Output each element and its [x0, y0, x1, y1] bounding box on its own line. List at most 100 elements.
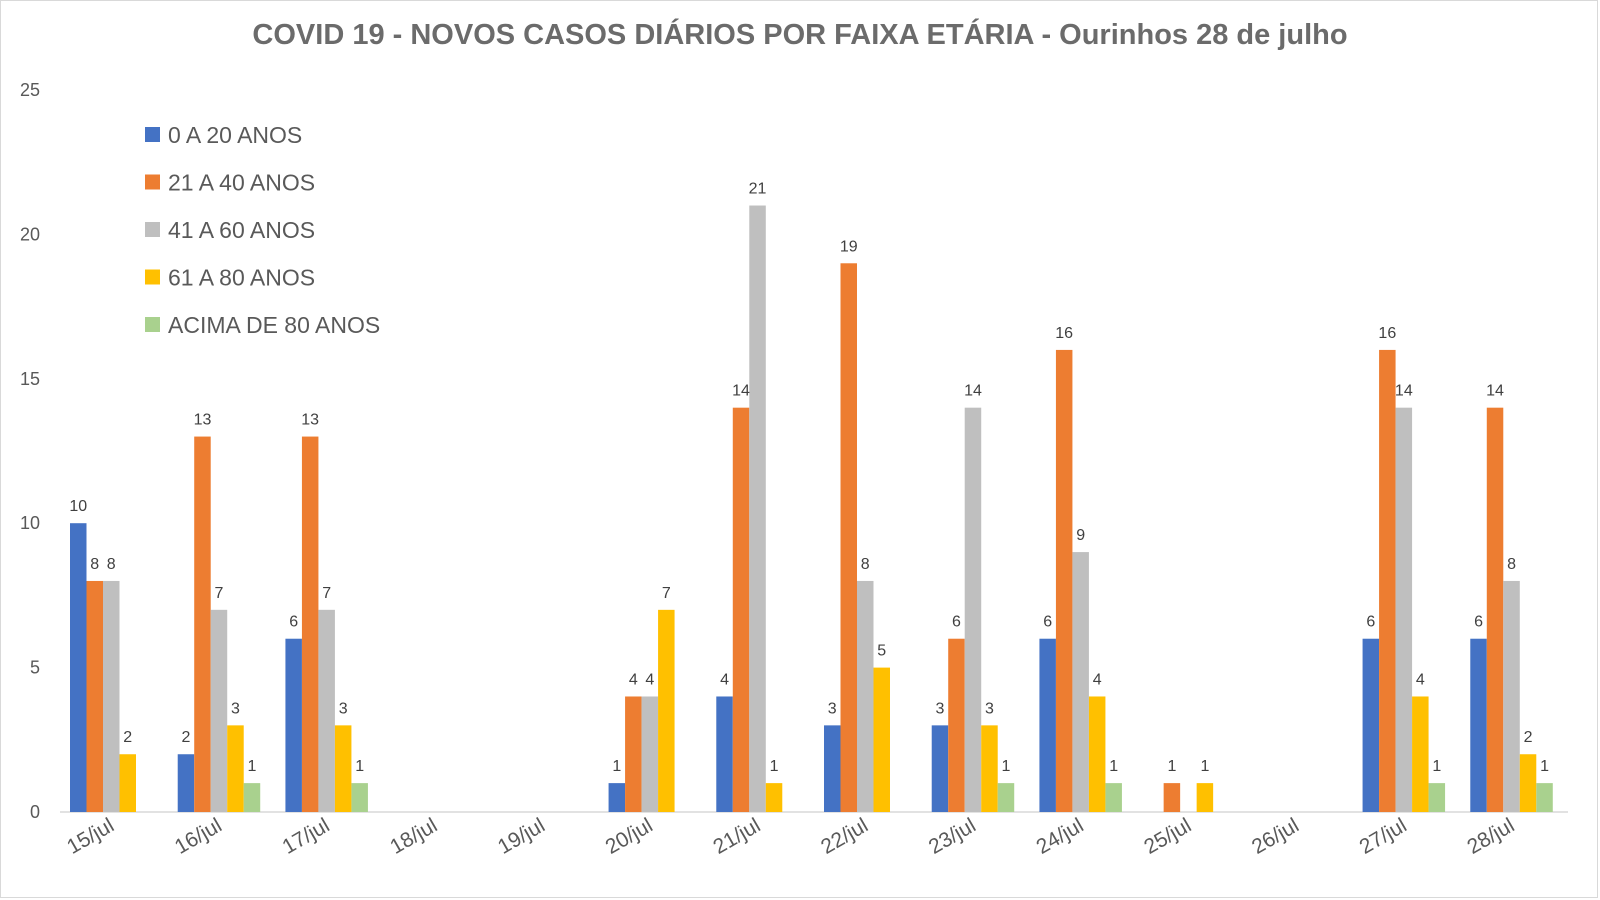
bar	[625, 696, 642, 812]
bar	[948, 638, 965, 812]
legend-label: 21 A 40 ANOS	[168, 170, 315, 196]
data-label: 14	[964, 383, 982, 400]
bar	[1163, 783, 1181, 812]
x-tick-label: 26/jul	[1248, 814, 1303, 859]
bar	[857, 580, 874, 812]
bar	[981, 725, 998, 812]
data-label: 16	[1055, 325, 1073, 342]
legend: 0 A 20 ANOS 21 A 40 ANOS 41 A 60 ANOS 61 A …	[145, 122, 380, 338]
bar	[318, 609, 335, 812]
legend-label: ACIMA DE 80 ANOS	[168, 312, 380, 338]
data-label: 21	[749, 181, 767, 198]
y-tick-label: 10	[20, 513, 40, 533]
bar	[1412, 696, 1429, 812]
data-label: 14	[1486, 383, 1504, 400]
data-label: 1	[1200, 758, 1209, 775]
data-label: 3	[985, 700, 994, 717]
data-label: 4	[629, 671, 638, 688]
data-label: 3	[339, 700, 348, 717]
legend-swatch	[145, 127, 160, 142]
data-label: 16	[1378, 325, 1396, 342]
bars	[70, 205, 1553, 812]
bar	[1470, 638, 1487, 812]
bar	[873, 667, 890, 812]
data-label: 1	[1002, 758, 1011, 775]
data-label: 8	[107, 556, 116, 573]
bar	[964, 407, 982, 812]
x-tick-label: 25/jul	[1140, 814, 1195, 859]
bar	[1519, 754, 1537, 812]
bar	[301, 436, 319, 812]
bar	[1196, 783, 1214, 812]
data-label: 6	[1474, 614, 1483, 631]
bar	[840, 263, 857, 812]
data-label: 9	[1076, 527, 1085, 544]
bar	[824, 725, 841, 812]
y-tick-label: 20	[20, 224, 40, 244]
y-tick-label: 0	[30, 802, 40, 822]
bar	[1536, 783, 1553, 812]
data-label: 13	[301, 412, 319, 429]
x-tick-label: 16/jul	[171, 814, 226, 859]
bar	[119, 754, 136, 812]
bar	[997, 783, 1015, 812]
data-label: 1	[770, 758, 779, 775]
x-tick-label: 17/jul	[279, 814, 334, 859]
bar	[931, 725, 949, 812]
x-axis: 15/jul 16/jul 17/jul 18/jul 19/jul 20/jul 21/j…	[63, 814, 1518, 859]
data-label: 8	[1507, 556, 1516, 573]
bar	[177, 754, 195, 812]
x-tick-label: 15/jul	[63, 814, 118, 859]
legend-label: 0 A 20 ANOS	[168, 122, 302, 148]
bar	[1105, 783, 1122, 812]
data-label: 14	[1395, 383, 1413, 400]
y-tick-label: 25	[20, 80, 40, 100]
bar	[1428, 783, 1446, 812]
bar	[1055, 349, 1073, 812]
data-label: 4	[1416, 671, 1425, 688]
data-label: 2	[123, 729, 132, 746]
legend-swatch	[145, 269, 160, 285]
bar	[1503, 580, 1520, 812]
bar	[351, 783, 368, 812]
bar	[1395, 407, 1413, 812]
bar	[1039, 638, 1056, 812]
x-tick-label: 18/jul	[386, 814, 441, 859]
data-label: 6	[1366, 614, 1375, 631]
bar	[1379, 349, 1396, 812]
bar	[765, 783, 783, 812]
data-label: 1	[1432, 758, 1441, 775]
data-label: 4	[1093, 671, 1102, 688]
bar	[227, 725, 244, 812]
bar	[194, 436, 211, 812]
bar	[658, 609, 675, 812]
legend-swatch	[145, 222, 160, 237]
bar	[243, 783, 261, 812]
bar	[1486, 407, 1504, 812]
data-label: 14	[732, 383, 750, 400]
x-tick-label: 20/jul	[602, 814, 657, 859]
data-label: 7	[322, 585, 331, 602]
bar	[70, 523, 87, 812]
bar	[749, 205, 766, 812]
x-tick-label: 19/jul	[494, 814, 549, 859]
data-label: 13	[194, 412, 212, 429]
data-label: 8	[861, 556, 870, 573]
x-tick-label: 22/jul	[817, 814, 872, 859]
data-label: 3	[231, 700, 240, 717]
bar	[86, 580, 103, 812]
x-tick-label: 24/jul	[1033, 814, 1088, 859]
bar	[285, 638, 302, 812]
legend-label: 61 A 80 ANOS	[168, 265, 315, 291]
bar	[641, 696, 659, 812]
bar	[210, 609, 228, 812]
y-tick-label: 5	[30, 658, 40, 678]
bar	[103, 580, 120, 812]
data-label: 4	[720, 671, 729, 688]
legend-swatch	[145, 317, 160, 332]
data-label: 10	[69, 498, 87, 515]
chart-title: COVID 19 - NOVOS CASOS DIÁRIOS POR FAIXA…	[252, 17, 1347, 51]
x-tick-label: 28/jul	[1463, 814, 1518, 859]
data-label: 3	[936, 700, 945, 717]
